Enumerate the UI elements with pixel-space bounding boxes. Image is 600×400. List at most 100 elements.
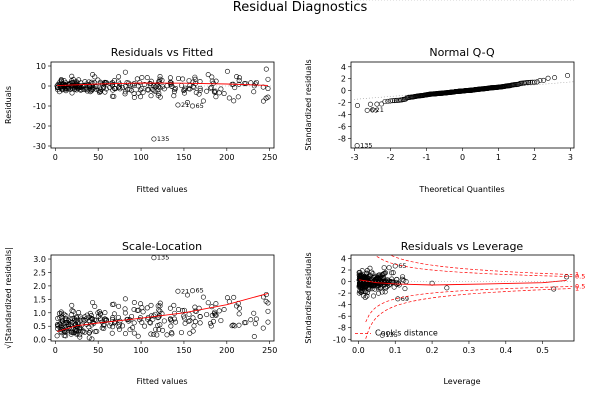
x-tick-label: 0	[53, 153, 58, 162]
outlier-point	[190, 288, 196, 294]
x-tick-label: 150	[176, 153, 191, 162]
data-point	[142, 323, 148, 329]
data-point	[181, 88, 187, 94]
data-point	[156, 314, 162, 320]
data-point	[139, 74, 145, 80]
data-point	[181, 315, 187, 321]
panel-title: Residuals vs Leverage	[401, 240, 524, 253]
data-point	[131, 299, 137, 305]
data-point	[390, 280, 396, 286]
data-point	[120, 323, 126, 329]
y-tick-label: -30	[33, 142, 46, 151]
data-point	[171, 87, 177, 93]
data-point	[130, 325, 136, 331]
data-point	[84, 312, 90, 318]
data-point	[213, 301, 219, 307]
panel-title: Scale-Location	[122, 240, 202, 253]
y-tick-label: 2	[341, 266, 346, 275]
x-axis-label: Fitted values	[136, 377, 187, 386]
data-point	[375, 275, 381, 281]
outlier-label: 135	[157, 254, 169, 262]
x-axis-label: Theoretical Quantiles	[418, 185, 504, 194]
y-tick-label: 0	[341, 87, 346, 96]
outlier-label: 135	[360, 142, 372, 150]
data-point	[178, 83, 184, 89]
data-point	[167, 305, 173, 311]
data-point	[213, 94, 219, 100]
data-point	[182, 320, 188, 326]
data-point	[393, 279, 399, 285]
data-point	[564, 274, 570, 280]
data-point	[171, 89, 177, 95]
data-point	[171, 310, 177, 316]
data-point	[552, 75, 558, 81]
data-point	[402, 286, 408, 292]
x-tick-label: 0	[460, 153, 465, 162]
data-point	[156, 307, 162, 313]
x-tick-label: 0.0	[352, 346, 365, 355]
data-point	[134, 76, 140, 82]
data-point	[232, 85, 238, 91]
data-point	[122, 91, 128, 97]
y-tick-label: 4	[341, 63, 346, 72]
data-point	[200, 294, 206, 300]
data-point	[168, 323, 174, 329]
data-point	[87, 310, 93, 316]
data-point	[236, 75, 242, 81]
data-point	[62, 328, 68, 334]
data-point	[167, 316, 173, 322]
x-tick-label: 0.3	[463, 346, 476, 355]
outlier-point	[190, 103, 196, 109]
x-tick-label: 200	[219, 153, 234, 162]
data-point	[197, 85, 203, 91]
data-point	[197, 320, 203, 326]
data-point	[175, 75, 181, 81]
outlier-label: 21	[181, 287, 189, 295]
data-point	[127, 86, 133, 92]
x-tick-label: -3	[351, 153, 359, 162]
x-axis-label: Leverage	[443, 377, 480, 386]
data-point	[76, 309, 82, 315]
y-tick-label: -4	[338, 301, 346, 310]
y-tick-label: -2	[338, 289, 346, 298]
data-point	[180, 76, 186, 82]
y-tick-label: -8	[338, 134, 346, 143]
y-tick-label: -8	[338, 324, 346, 333]
data-point	[386, 265, 392, 271]
data-point	[263, 66, 269, 72]
data-point	[125, 86, 131, 92]
data-point	[252, 321, 258, 327]
data-point	[186, 311, 192, 317]
data-point	[192, 304, 198, 310]
data-point	[265, 76, 271, 82]
outlier-label: 21	[376, 106, 384, 114]
data-point	[197, 314, 203, 320]
data-point	[67, 81, 73, 87]
data-point	[234, 74, 240, 80]
cooks-level-label: 0.5	[575, 273, 585, 281]
figure-title: Residual Diagnostics	[233, 0, 368, 15]
data-point	[359, 282, 365, 288]
data-point	[68, 331, 74, 337]
smoother-line	[56, 292, 269, 333]
y-tick-label: -4	[338, 111, 346, 120]
data-point	[103, 86, 109, 92]
y-tick-label: 10	[36, 62, 46, 71]
plot-area: 0 50 100 150 200 250 -30 -20 -10 0 10 135 21 65	[33, 62, 277, 162]
data-point	[102, 89, 108, 95]
data-point	[116, 84, 122, 90]
data-point	[169, 331, 175, 337]
data-point	[66, 321, 72, 327]
smoother-line	[56, 82, 269, 87]
x-tick-label: 0.5	[536, 346, 549, 355]
data-point	[157, 308, 163, 314]
data-point	[90, 299, 96, 305]
data-point	[139, 305, 145, 311]
data-point	[197, 87, 203, 93]
data-point	[76, 328, 82, 334]
data-point	[69, 302, 75, 308]
data-point	[72, 85, 78, 91]
data-point	[260, 98, 266, 104]
data-point	[248, 80, 254, 86]
